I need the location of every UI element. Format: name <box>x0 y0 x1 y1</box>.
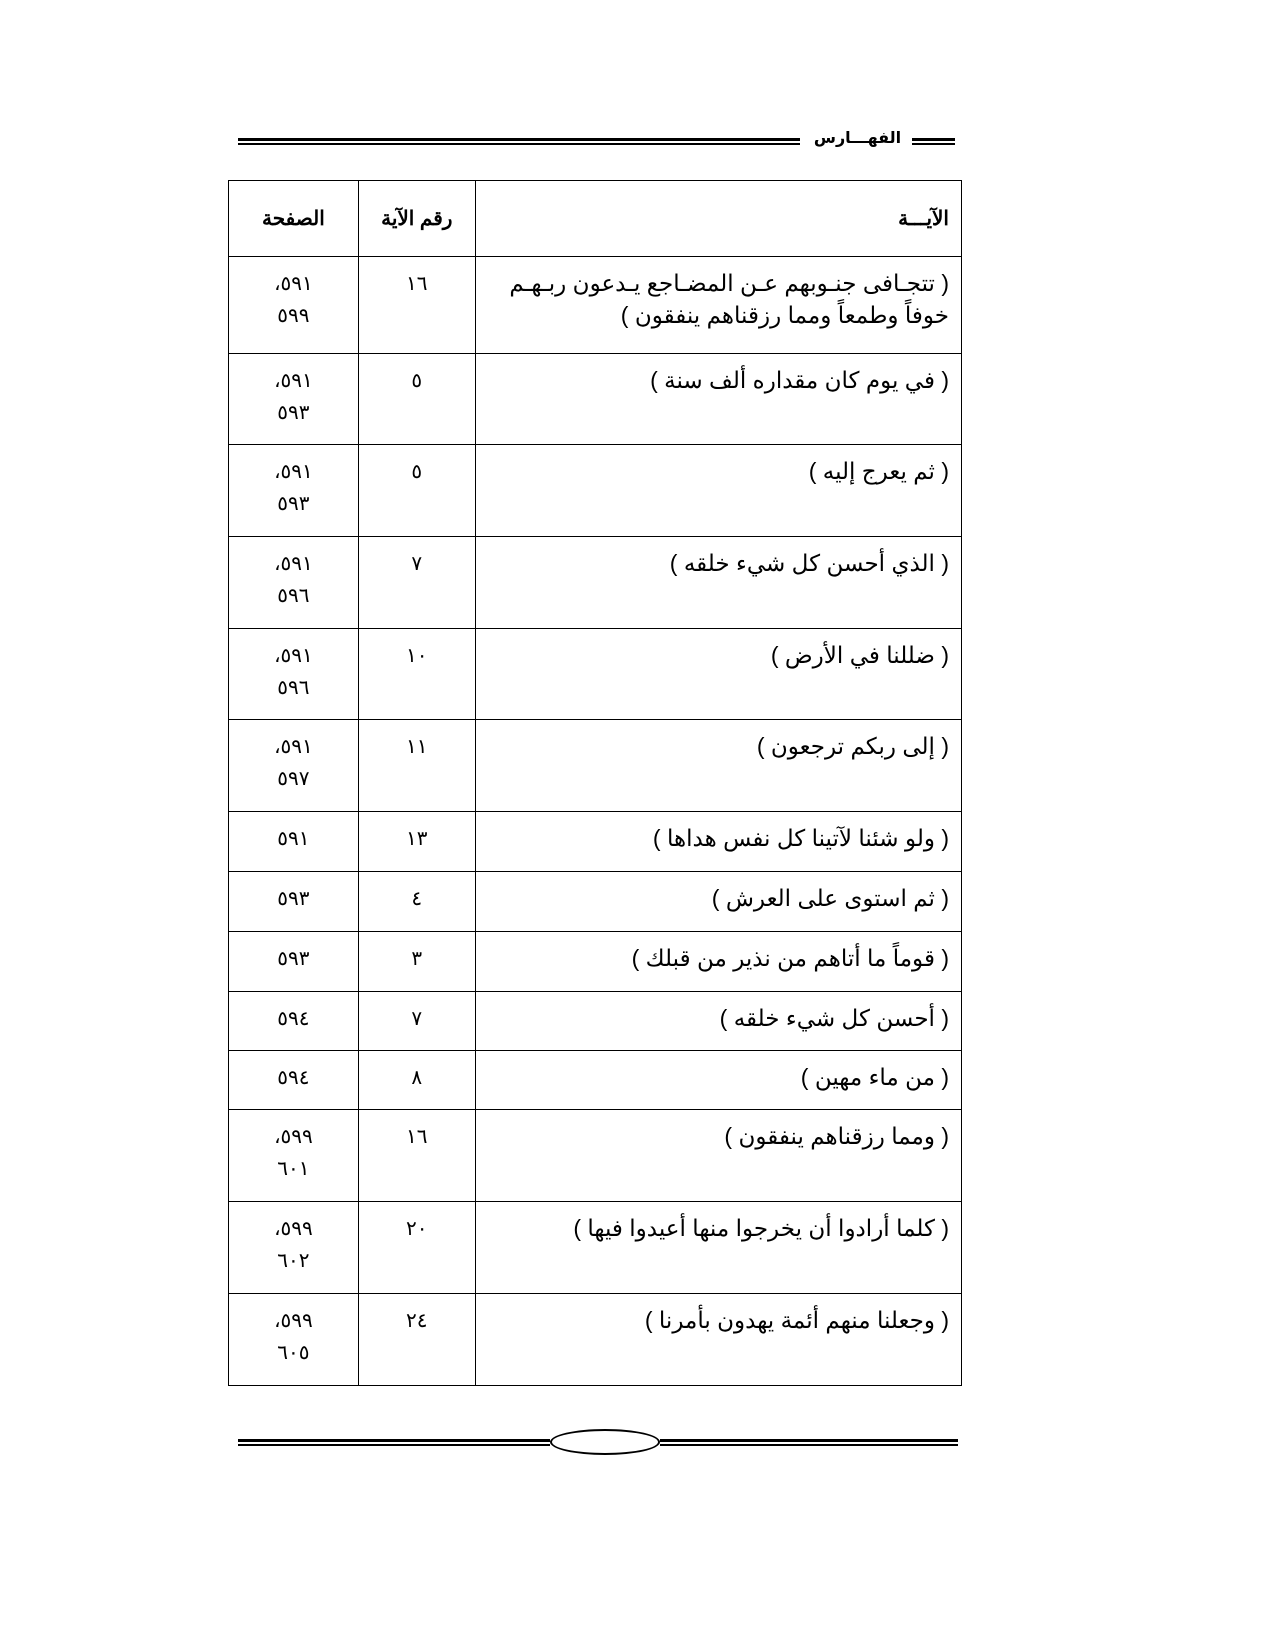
table-row: ( ومما رزقناهم ينفقون ) ١٦ ٥٩٩، ٦٠١ <box>228 1109 963 1202</box>
table-row: ( كلما أرادوا أن يخرجوا منها أعيدوا فيها… <box>228 1201 963 1294</box>
verse-cell: ( إلى ربكم ترجعون ) <box>474 719 963 812</box>
table-row: ( من ماء مهين ) ٨ ٥٩٤ <box>228 1050 963 1110</box>
verse-cell: ( قوماً ما أتاهم من نذير من قبلك ) <box>474 931 963 992</box>
table-row: ( أحسن كل شيء خلقه ) ٧ ٥٩٤ <box>228 991 963 1051</box>
table-row: ( الذي أحسن كل شيء خلقه ) ٧ ٥٩١، ٥٩٦ <box>228 536 963 629</box>
verse-cell: ( أحسن كل شيء خلقه ) <box>474 991 963 1051</box>
verse-index-table: الآيـــة رقم الآية الصفحة ( تتجـافى جنـو… <box>228 180 963 1386</box>
table-row: ( إلى ربكم ترجعون ) ١١ ٥٩١، ٥٩٧ <box>228 719 963 812</box>
table-row: ( في يوم كان مقداره ألف سنة ) ٥ ٥٩١، ٥٩٣ <box>228 353 963 445</box>
verse-number-cell: ٢٤ <box>357 1293 476 1386</box>
table-row: ( وجعلنا منهم أئمة يهدون بأمرنا ) ٢٤ ٥٩٩، … <box>228 1293 963 1386</box>
verse-cell: ( ثم استوى على العرش ) <box>474 871 963 932</box>
verse-cell: ( الذي أحسن كل شيء خلقه ) <box>474 536 963 629</box>
page-cell: ٥٩١، ٥٩٣ <box>228 444 359 537</box>
verse-cell: ( ثم يعرج إليه ) <box>474 444 963 537</box>
page-cell: ٥٩١، ٥٩٦ <box>228 536 359 629</box>
header-rule-right <box>912 138 955 145</box>
verse-cell: ( ولو شئنا لآتينا كل نفس هداها ) <box>474 811 963 872</box>
table-header-row: الآيـــة رقم الآية الصفحة <box>228 180 963 257</box>
table-row: ( ضللنا في الأرض ) ١٠ ٥٩١، ٥٩٦ <box>228 628 963 720</box>
page-number-oval <box>550 1429 660 1455</box>
verse-cell: ( تتجـافى جنـوبهم عـن المضـاجع يـدعون رب… <box>474 256 963 354</box>
page-cell: ٥٩٩، ٦٠٢ <box>228 1201 359 1294</box>
verse-cell: ( كلما أرادوا أن يخرجوا منها أعيدوا فيها… <box>474 1201 963 1294</box>
footer-rule-left <box>238 1439 550 1446</box>
verse-number-cell: ١٠ <box>357 628 476 720</box>
table-row: ( ولو شئنا لآتينا كل نفس هداها ) ١٣ ٥٩١ <box>228 811 963 872</box>
verse-number-cell: ٥ <box>357 444 476 537</box>
page-cell: ٥٩٩، ٦٠٥ <box>228 1293 359 1386</box>
verse-cell: ( من ماء مهين ) <box>474 1050 963 1110</box>
footer-rule-right <box>660 1439 958 1446</box>
page-cell: ٥٩١، ٥٩٧ <box>228 719 359 812</box>
page-cell: ٥٩١، ٥٩٣ <box>228 353 359 445</box>
page-cell: ٥٩٤ <box>228 1050 359 1110</box>
table-row: ( ثم يعرج إليه ) ٥ ٥٩١، ٥٩٣ <box>228 444 963 537</box>
verse-cell: ( وجعلنا منهم أئمة يهدون بأمرنا ) <box>474 1293 963 1386</box>
table-row: ( تتجـافى جنـوبهم عـن المضـاجع يـدعون رب… <box>228 256 963 354</box>
verse-number-cell: ٧ <box>357 991 476 1051</box>
verse-number-cell: ٧ <box>357 536 476 629</box>
table-row: ( ثم استوى على العرش ) ٤ ٥٩٣ <box>228 871 963 932</box>
column-header-page: الصفحة <box>228 180 359 257</box>
column-header-number: رقم الآية <box>357 180 476 257</box>
verse-number-cell: ٤ <box>357 871 476 932</box>
verse-number-cell: ١٦ <box>357 256 476 354</box>
verse-number-cell: ٢٠ <box>357 1201 476 1294</box>
verse-number-cell: ١٣ <box>357 811 476 872</box>
verse-number-cell: ٨ <box>357 1050 476 1110</box>
page-cell: ٥٩١ <box>228 811 359 872</box>
header-rule-left <box>238 138 800 145</box>
page-title: الفهـــارس <box>813 128 902 147</box>
page-cell: ٥٩٣ <box>228 931 359 992</box>
verse-cell: ( ومما رزقناهم ينفقون ) <box>474 1109 963 1202</box>
verse-number-cell: ١١ <box>357 719 476 812</box>
verse-cell: ( ضللنا في الأرض ) <box>474 628 963 720</box>
verse-number-cell: ٥ <box>357 353 476 445</box>
page-cell: ٥٩٩، ٦٠١ <box>228 1109 359 1202</box>
page-cell: ٥٩١، ٥٩٩ <box>228 256 359 354</box>
page-cell: ٥٩١، ٥٩٦ <box>228 628 359 720</box>
verse-number-cell: ٣ <box>357 931 476 992</box>
table-row: ( قوماً ما أتاهم من نذير من قبلك ) ٣ ٥٩٣ <box>228 931 963 992</box>
page-cell: ٥٩٣ <box>228 871 359 932</box>
page-cell: ٥٩٤ <box>228 991 359 1051</box>
column-header-verse: الآيـــة <box>474 180 963 257</box>
verse-number-cell: ١٦ <box>357 1109 476 1202</box>
verse-cell: ( في يوم كان مقداره ألف سنة ) <box>474 353 963 445</box>
